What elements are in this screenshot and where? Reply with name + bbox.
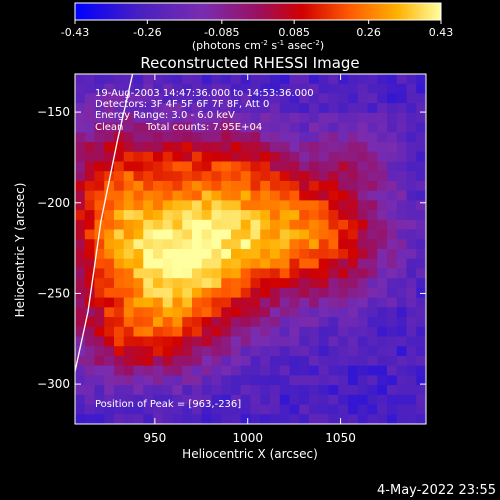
y-tick-label: −300 [37,377,70,391]
solar-limb-line [75,74,134,372]
chart-title: Reconstructed RHESSI Image [140,54,359,72]
axis-ticks: 950 1000 1050 −150 −200 −250 −300 [37,74,426,445]
y-tick-label: −250 [37,286,70,300]
colorbar-tick-label: 0.085 [278,26,310,39]
colorbar-tick-label: -0.43 [61,26,89,39]
info-line-counts: Total counts: 7.95E+04 [145,122,262,133]
timestamp: 4-May-2022 23:55 [377,483,496,498]
info-line-energy: Energy Range: 3.0 - 6.0 keV [95,110,235,121]
colorbar-ticks: -0.43 -0.26 -0.085 0.085 0.26 0.43 [61,20,453,39]
colorbar-tick-label: 0.26 [356,26,381,39]
y-tick-label: −200 [37,196,70,210]
info-line-detectors: Detectors: 3F 4F 5F 6F 7F 8F, Att 0 [95,99,269,110]
heatmap-image [75,74,426,424]
y-axis-label: Heliocentric Y (arcsec) [13,183,27,318]
peak-position-label: Position of Peak = [963,-236] [95,399,241,410]
colorbar-tick-label: -0.26 [133,26,161,39]
plot-frame [74,73,427,425]
colorbar [74,2,442,21]
colorbar-unit: (photons cm-2 s-1 asec-2) [192,39,324,52]
x-tick-label: 950 [143,431,166,445]
x-tick-label: 1050 [325,431,356,445]
y-tick-label: −150 [37,105,70,119]
info-line-clean: Clean [95,122,123,133]
x-axis-label: Heliocentric X (arcsec) [182,447,318,461]
colorbar-tick-label: 0.43 [429,26,454,39]
info-line-time: 19-Aug-2003 14:47:36.000 to 14:53:36.000 [95,88,314,99]
x-tick-label: 1000 [232,431,263,445]
colorbar-tick-label: -0.085 [204,26,239,39]
